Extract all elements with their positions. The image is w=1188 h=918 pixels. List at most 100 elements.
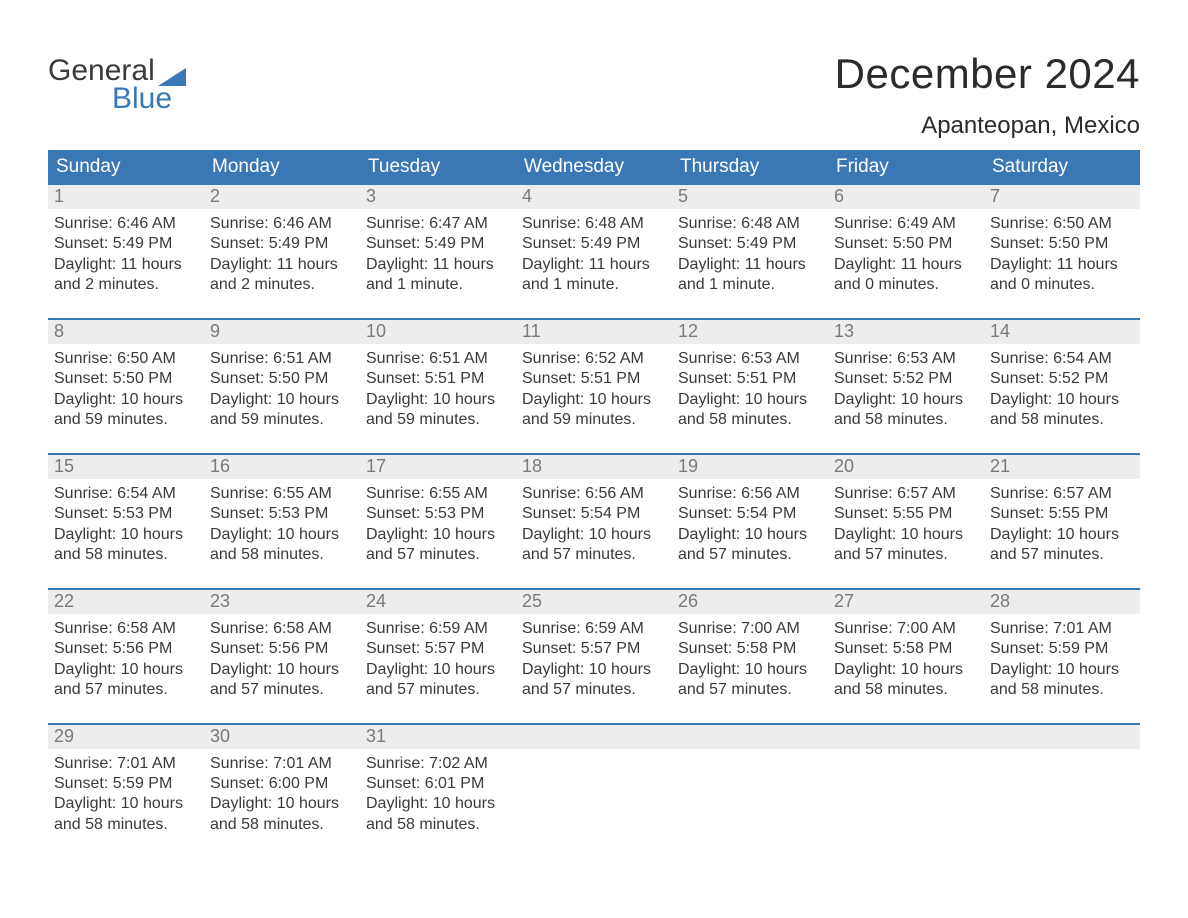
day-body: Sunrise: 7:01 AMSunset: 5:59 PMDaylight:… — [48, 749, 204, 836]
brand-word2: Blue — [112, 84, 186, 114]
sunrise-line: Sunrise: 7:01 AM — [990, 619, 1134, 639]
day-body: Sunrise: 6:58 AMSunset: 5:56 PMDaylight:… — [204, 614, 360, 701]
day-body: Sunrise: 7:00 AMSunset: 5:58 PMDaylight:… — [672, 614, 828, 701]
sunrise-line: Sunrise: 7:02 AM — [366, 754, 510, 774]
calendar-day: . — [516, 725, 672, 836]
day-body: Sunrise: 6:48 AMSunset: 5:49 PMDaylight:… — [672, 209, 828, 296]
sunset-line: Sunset: 5:49 PM — [678, 234, 822, 254]
day-number: 25 — [516, 590, 672, 614]
calendar-day: 1Sunrise: 6:46 AMSunset: 5:49 PMDaylight… — [48, 185, 204, 296]
location-label: Apanteopan, Mexico — [835, 112, 1140, 140]
day-number: 21 — [984, 455, 1140, 479]
daylight-line: Daylight: 10 hours and 58 minutes. — [678, 390, 822, 431]
calendar-day: 16Sunrise: 6:55 AMSunset: 5:53 PMDayligh… — [204, 455, 360, 566]
sunset-line: Sunset: 5:57 PM — [366, 639, 510, 659]
day-body: Sunrise: 6:56 AMSunset: 5:54 PMDaylight:… — [672, 479, 828, 566]
day-body: Sunrise: 6:50 AMSunset: 5:50 PMDaylight:… — [984, 209, 1140, 296]
sunset-line: Sunset: 5:53 PM — [210, 504, 354, 524]
page-title: December 2024 — [835, 50, 1140, 98]
sunset-line: Sunset: 5:49 PM — [210, 234, 354, 254]
sunset-line: Sunset: 5:49 PM — [522, 234, 666, 254]
sunset-line: Sunset: 5:53 PM — [54, 504, 198, 524]
sunrise-line: Sunrise: 6:57 AM — [990, 484, 1134, 504]
calendar-day: 4Sunrise: 6:48 AMSunset: 5:49 PMDaylight… — [516, 185, 672, 296]
sunrise-line: Sunrise: 6:51 AM — [210, 349, 354, 369]
sunrise-line: Sunrise: 6:59 AM — [522, 619, 666, 639]
calendar-day: 13Sunrise: 6:53 AMSunset: 5:52 PMDayligh… — [828, 320, 984, 431]
day-number: 24 — [360, 590, 516, 614]
daylight-line: Daylight: 10 hours and 58 minutes. — [54, 794, 198, 835]
day-body: Sunrise: 6:46 AMSunset: 5:49 PMDaylight:… — [48, 209, 204, 296]
day-body: Sunrise: 7:01 AMSunset: 6:00 PMDaylight:… — [204, 749, 360, 836]
sunset-line: Sunset: 5:50 PM — [54, 369, 198, 389]
weekday-header: Sunday — [48, 150, 204, 185]
sunrise-line: Sunrise: 6:55 AM — [366, 484, 510, 504]
day-body: Sunrise: 6:58 AMSunset: 5:56 PMDaylight:… — [48, 614, 204, 701]
day-body: Sunrise: 6:59 AMSunset: 5:57 PMDaylight:… — [360, 614, 516, 701]
daylight-line: Daylight: 10 hours and 58 minutes. — [834, 660, 978, 701]
daylight-line: Daylight: 10 hours and 58 minutes. — [834, 390, 978, 431]
day-number: 9 — [204, 320, 360, 344]
sunset-line: Sunset: 5:50 PM — [210, 369, 354, 389]
calendar-day: 8Sunrise: 6:50 AMSunset: 5:50 PMDaylight… — [48, 320, 204, 431]
day-body: Sunrise: 6:51 AMSunset: 5:51 PMDaylight:… — [360, 344, 516, 431]
day-number: 23 — [204, 590, 360, 614]
sunset-line: Sunset: 5:49 PM — [54, 234, 198, 254]
sunset-line: Sunset: 6:00 PM — [210, 774, 354, 794]
day-number: 16 — [204, 455, 360, 479]
calendar-day: 2Sunrise: 6:46 AMSunset: 5:49 PMDaylight… — [204, 185, 360, 296]
calendar-day: 23Sunrise: 6:58 AMSunset: 5:56 PMDayligh… — [204, 590, 360, 701]
calendar-week: 15Sunrise: 6:54 AMSunset: 5:53 PMDayligh… — [48, 453, 1140, 566]
sunset-line: Sunset: 5:56 PM — [54, 639, 198, 659]
daylight-line: Daylight: 11 hours and 2 minutes. — [54, 255, 198, 296]
daylight-line: Daylight: 10 hours and 58 minutes. — [366, 794, 510, 835]
brand-logo: General Blue — [48, 50, 186, 114]
daylight-line: Daylight: 10 hours and 58 minutes. — [990, 390, 1134, 431]
sunset-line: Sunset: 5:51 PM — [366, 369, 510, 389]
daylight-line: Daylight: 10 hours and 57 minutes. — [678, 660, 822, 701]
sunset-line: Sunset: 5:55 PM — [990, 504, 1134, 524]
sunrise-line: Sunrise: 6:54 AM — [990, 349, 1134, 369]
sunset-line: Sunset: 5:54 PM — [678, 504, 822, 524]
sunrise-line: Sunrise: 6:48 AM — [522, 214, 666, 234]
day-body: Sunrise: 7:00 AMSunset: 5:58 PMDaylight:… — [828, 614, 984, 701]
sunrise-line: Sunrise: 7:00 AM — [834, 619, 978, 639]
day-body: Sunrise: 6:59 AMSunset: 5:57 PMDaylight:… — [516, 614, 672, 701]
calendar-day: 11Sunrise: 6:52 AMSunset: 5:51 PMDayligh… — [516, 320, 672, 431]
sunrise-line: Sunrise: 6:51 AM — [366, 349, 510, 369]
calendar-day: 31Sunrise: 7:02 AMSunset: 6:01 PMDayligh… — [360, 725, 516, 836]
calendar-day: 21Sunrise: 6:57 AMSunset: 5:55 PMDayligh… — [984, 455, 1140, 566]
sunset-line: Sunset: 5:58 PM — [834, 639, 978, 659]
sunset-line: Sunset: 5:52 PM — [834, 369, 978, 389]
daylight-line: Daylight: 10 hours and 59 minutes. — [522, 390, 666, 431]
sunrise-line: Sunrise: 7:01 AM — [54, 754, 198, 774]
daylight-line: Daylight: 11 hours and 0 minutes. — [990, 255, 1134, 296]
calendar-day: 7Sunrise: 6:50 AMSunset: 5:50 PMDaylight… — [984, 185, 1140, 296]
day-number: . — [828, 725, 984, 749]
sunset-line: Sunset: 5:52 PM — [990, 369, 1134, 389]
day-number: 15 — [48, 455, 204, 479]
calendar-day: 12Sunrise: 6:53 AMSunset: 5:51 PMDayligh… — [672, 320, 828, 431]
day-number: 31 — [360, 725, 516, 749]
day-body: Sunrise: 7:02 AMSunset: 6:01 PMDaylight:… — [360, 749, 516, 836]
day-number: 20 — [828, 455, 984, 479]
sunrise-line: Sunrise: 6:48 AM — [678, 214, 822, 234]
daylight-line: Daylight: 10 hours and 58 minutes. — [990, 660, 1134, 701]
day-body: Sunrise: 6:49 AMSunset: 5:50 PMDaylight:… — [828, 209, 984, 296]
day-body: Sunrise: 7:01 AMSunset: 5:59 PMDaylight:… — [984, 614, 1140, 701]
day-number: 11 — [516, 320, 672, 344]
sunrise-line: Sunrise: 6:53 AM — [678, 349, 822, 369]
day-number: 1 — [48, 185, 204, 209]
sunrise-line: Sunrise: 6:57 AM — [834, 484, 978, 504]
sunset-line: Sunset: 5:57 PM — [522, 639, 666, 659]
day-body: Sunrise: 6:55 AMSunset: 5:53 PMDaylight:… — [204, 479, 360, 566]
calendar: SundayMondayTuesdayWednesdayThursdayFrid… — [48, 150, 1140, 835]
day-number: . — [516, 725, 672, 749]
day-body: Sunrise: 6:57 AMSunset: 5:55 PMDaylight:… — [984, 479, 1140, 566]
sunrise-line: Sunrise: 6:54 AM — [54, 484, 198, 504]
sunset-line: Sunset: 5:53 PM — [366, 504, 510, 524]
calendar-day: 3Sunrise: 6:47 AMSunset: 5:49 PMDaylight… — [360, 185, 516, 296]
day-number: . — [984, 725, 1140, 749]
daylight-line: Daylight: 10 hours and 58 minutes. — [210, 794, 354, 835]
daylight-line: Daylight: 10 hours and 58 minutes. — [210, 525, 354, 566]
